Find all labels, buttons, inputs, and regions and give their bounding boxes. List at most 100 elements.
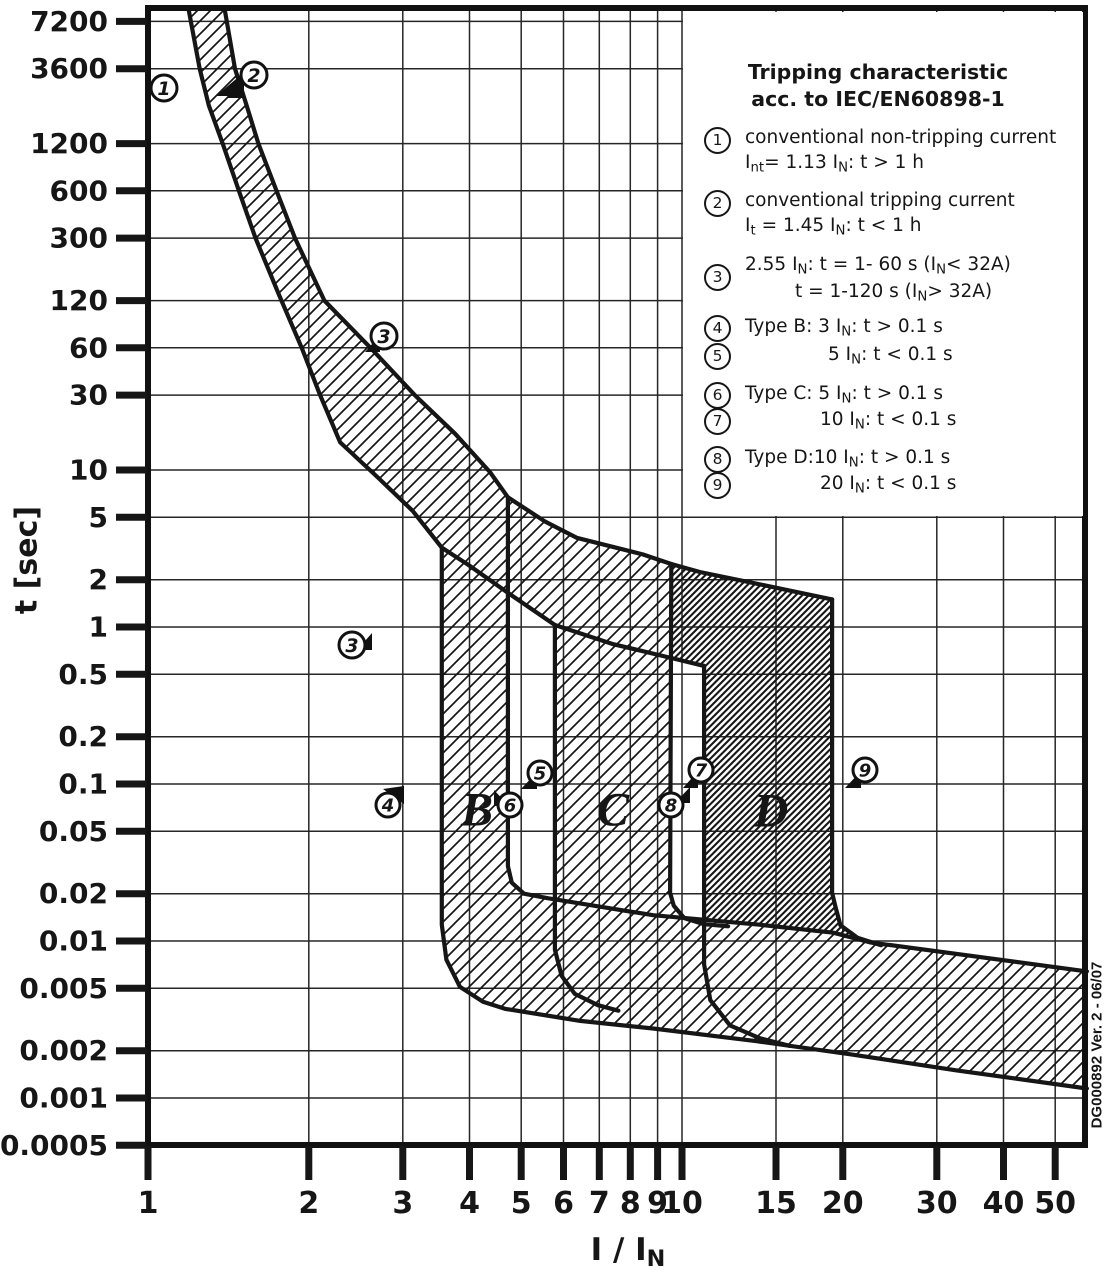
x-tick-label-20: 20 (822, 1186, 864, 1221)
legend-item-1-number: 1 (704, 127, 731, 154)
marker-2-flag-icon (226, 77, 244, 98)
y-tick-label-1: 1 (89, 611, 108, 644)
x-tick-label-7: 7 (589, 1186, 610, 1221)
legend-item-3-text-1: t = 1-120 s (IN> 32A) (795, 281, 993, 305)
marker-5-number: 5 (534, 764, 547, 785)
marker-8-number: 8 (665, 796, 678, 817)
y-tick-label-30: 30 (69, 379, 108, 412)
y-tick-label-60: 60 (69, 331, 108, 364)
marker-7-7: 7 (683, 756, 715, 788)
legend-title-line2: acc. to IEC/EN60898-1 (751, 87, 1005, 111)
legend-item-4-text-0: Type B: 3 IN: t > 0.1 s (745, 316, 943, 340)
curve-type-B-lower-limit (439, 545, 1089, 1091)
y-tick-label-0.005: 0.005 (19, 972, 108, 1005)
marker-3-number: 3 (345, 635, 358, 657)
band-letter-C: C (597, 784, 630, 837)
legend: Tripping characteristic acc. to IEC/EN60… (683, 12, 1083, 516)
y-tick-label-0.002: 0.002 (19, 1034, 108, 1067)
y-tick-label-0.05: 0.05 (39, 815, 108, 848)
trip-regions (188, 7, 1087, 1089)
y-tick-label-0.1: 0.1 (58, 768, 108, 801)
legend-item-6-text-0: Type C: 5 IN: t > 0.1 s (745, 383, 944, 407)
curve-type-B-upper-limit (505, 495, 1089, 974)
x-tick-label-10: 10 (661, 1186, 703, 1221)
x-tick-label-30: 30 (916, 1186, 958, 1221)
y-tick-label-0.5: 0.5 (58, 658, 108, 691)
region-band-C (554, 625, 729, 927)
y-tick-label-0.0005: 0.0005 (0, 1129, 108, 1162)
y-tick-label-10: 10 (69, 454, 108, 487)
marker-3-3: 3 (337, 630, 372, 660)
axis-ticks-and-labels: 7200360012006003001206030105210.50.20.10… (0, 5, 1076, 1221)
marker-1-0: 1 (149, 73, 242, 103)
document-number-caption: DG000892 Ver. 2 - 06/07 (1088, 961, 1106, 1129)
legend-item-6-number: 6 (704, 382, 731, 409)
y-tick-label-0.001: 0.001 (19, 1082, 108, 1115)
marker-4-circle (374, 791, 402, 819)
marker-7-circle (687, 756, 715, 784)
marker-6-number: 6 (504, 796, 517, 817)
y-tick-label-3600: 3600 (30, 52, 108, 85)
marker-2-circle (239, 60, 269, 90)
y-tick-label-0.02: 0.02 (39, 877, 108, 910)
legend-item-7-number: 7 (704, 408, 731, 435)
marker-8-8: 8 (657, 787, 690, 819)
x-tick-label-6: 6 (553, 1186, 574, 1221)
y-axis-title: t [sec] (9, 505, 45, 615)
region-thermal-band (188, 7, 672, 658)
x-tick-label-1: 1 (138, 1186, 159, 1221)
x-tick-label-50: 50 (1034, 1186, 1076, 1221)
marker-3-circle (337, 630, 367, 660)
x-tick-label-15: 15 (755, 1186, 797, 1221)
marker-3-number: 3 (377, 326, 390, 348)
x-axis-title: I / IN (590, 1232, 666, 1272)
marker-2-number: 2 (247, 65, 260, 87)
y-tick-label-600: 600 (50, 174, 108, 207)
legend-item-2-text-0: conventional tripping current (745, 190, 1015, 211)
marker-9-circle (851, 756, 879, 784)
legend-item-7-text-0: 10 IN: t < 0.1 s (820, 409, 957, 433)
region-band-B-and-instantaneous (441, 547, 1087, 1089)
marker-3-circle (369, 321, 399, 351)
y-tick-label-5: 5 (89, 501, 108, 534)
y-tick-label-7200: 7200 (30, 5, 108, 38)
x-tick-label-5: 5 (511, 1186, 532, 1221)
marker-2-1: 2 (226, 60, 269, 98)
marker-4-number: 4 (381, 796, 395, 817)
plot-frame (145, 5, 1088, 1148)
x-tick-label-4: 4 (459, 1186, 480, 1221)
curve-type-D-lower-limit (702, 663, 792, 1048)
marker-6-6: 6 (494, 790, 524, 819)
legend-item-5-number: 5 (704, 343, 731, 370)
legend-item-1-text-0: conventional non-tripping current (745, 127, 1057, 148)
boundary-curves (186, 5, 1089, 1091)
marker-1-circle (149, 73, 179, 103)
curve-type-C-lower-limit (552, 622, 621, 1013)
y-tick-label-1200: 1200 (30, 127, 108, 160)
x-tick-label-3: 3 (392, 1186, 413, 1221)
marker-9-9: 9 (845, 756, 879, 788)
y-tick-label-300: 300 (50, 222, 108, 255)
legend-item-5-text-0: 5 IN: t < 0.1 s (828, 344, 953, 368)
x-tick-label-8: 8 (620, 1186, 641, 1221)
x-tick-label-2: 2 (298, 1186, 319, 1221)
legend-item-9-text-0: 20 IN: t < 0.1 s (820, 473, 957, 497)
legend-item-9-number: 9 (704, 472, 731, 499)
marker-8-circle (657, 791, 685, 819)
curve-type-C-upper-limit (668, 561, 731, 929)
band-letter-D: D (753, 785, 789, 838)
marker-6-circle (496, 791, 524, 819)
legend-title-line1: Tripping characteristic (747, 60, 1009, 84)
legend-item-8-text-0: Type D:10 IN: t > 0.1 s (745, 447, 951, 471)
marker-3-2: 3 (365, 321, 399, 352)
region-band-D (671, 564, 882, 946)
marker-7-number: 7 (695, 761, 708, 782)
y-tick-label-0.2: 0.2 (58, 720, 108, 753)
legend-item-3-text-0: 2.55 IN: t = 1- 60 s (IN< 32A) (745, 254, 1011, 278)
legend-item-1-text-1: Int= 1.13 IN: t > 1 h (745, 152, 925, 176)
curve-type-D-upper-limit (830, 597, 884, 948)
legend-item-2-number: 2 (704, 190, 731, 217)
